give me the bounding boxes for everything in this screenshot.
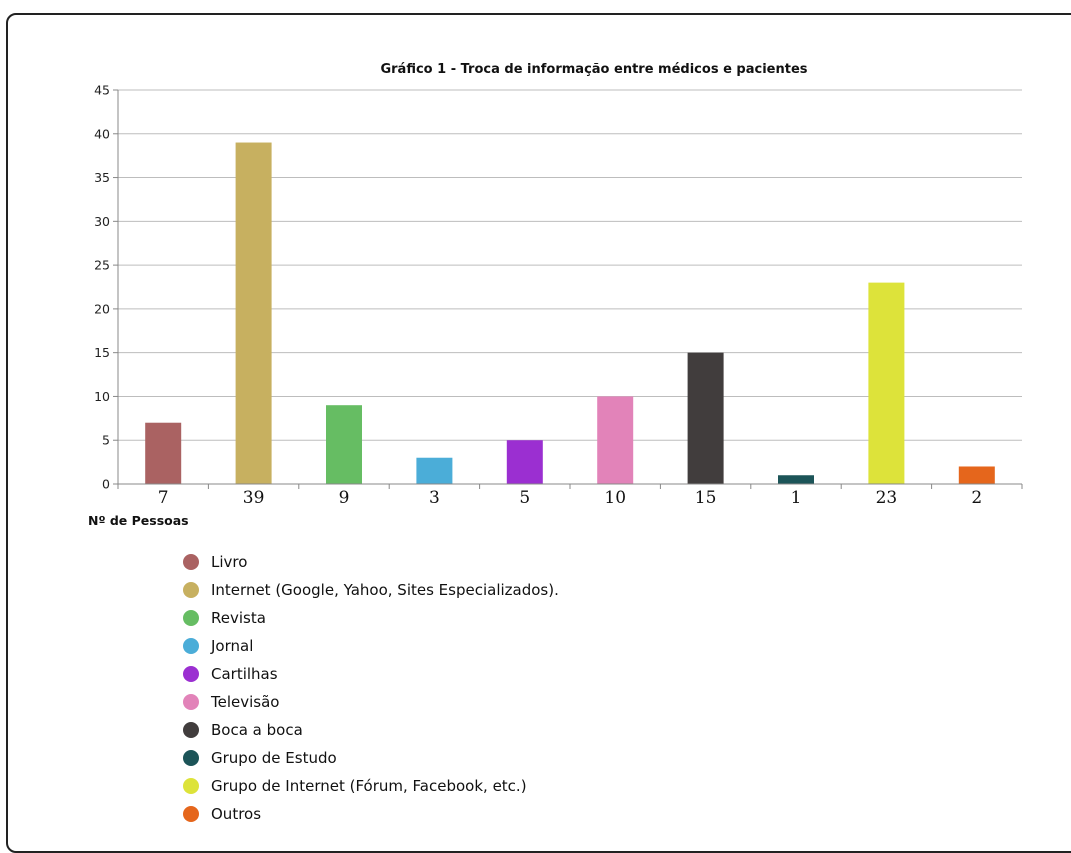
legend-swatch [183, 666, 199, 682]
legend-item: Boca a boca [183, 716, 559, 744]
bar [687, 352, 724, 484]
bar [145, 422, 182, 484]
y-tick-label: 15 [94, 345, 110, 360]
x-tick-label: 9 [339, 488, 350, 508]
bar [958, 466, 995, 484]
bar-chart: Gráfico 1 - Troca de informação entre mé… [88, 62, 1023, 528]
x-tick-label: 7 [158, 488, 169, 508]
x-axis-ticks: 7 39 9 3 5 10 15 1 23 2 [117, 484, 1023, 508]
legend-item: Jornal [183, 632, 559, 660]
legend-swatch [183, 750, 199, 766]
legend-label: Boca a boca [211, 721, 303, 739]
x-tick-label: 10 [604, 488, 626, 508]
legend-label: Televisão [211, 693, 280, 711]
legend-swatch [183, 778, 199, 794]
legend-item: Televisão [183, 688, 559, 716]
legend-label: Revista [211, 609, 266, 627]
legend-label: Livro [211, 553, 248, 571]
chart-title: Gráfico 1 - Troca de informação entre mé… [380, 62, 807, 77]
bar [235, 142, 272, 485]
legend-label: Jornal [211, 637, 254, 655]
bar [506, 440, 543, 484]
legend-swatch [183, 638, 199, 654]
x-tick-label: 15 [695, 488, 717, 508]
y-tick-label: 0 [102, 477, 110, 492]
legend-item: Grupo de Estudo [183, 744, 559, 772]
y-tick-label: 5 [102, 433, 110, 448]
legend-label: Grupo de Internet (Fórum, Facebook, etc.… [211, 777, 527, 795]
y-tick-label: 10 [94, 389, 110, 404]
bar [326, 405, 362, 484]
x-tick-label: 23 [876, 488, 898, 508]
legend-swatch [183, 806, 199, 822]
x-tick-label: 3 [429, 488, 440, 508]
legend-label: Outros [211, 805, 262, 823]
bars [145, 142, 995, 485]
y-axis-ticks: 0 5 10 15 20 25 30 35 40 45 [94, 83, 118, 492]
legend-item: Cartilhas [183, 660, 559, 688]
bar [778, 475, 814, 484]
y-tick-label: 25 [94, 258, 110, 273]
x-axis-label: Nº de Pessoas [88, 513, 189, 528]
legend-item: Grupo de Internet (Fórum, Facebook, etc.… [183, 772, 559, 800]
bar [597, 396, 634, 484]
y-tick-label: 30 [94, 214, 110, 229]
legend-item: Livro [183, 548, 559, 576]
legend-swatch [183, 722, 199, 738]
legend-swatch [183, 610, 199, 626]
x-tick-label: 2 [971, 488, 982, 508]
legend-swatch [183, 554, 199, 570]
x-tick-label: 39 [243, 488, 265, 508]
bar [416, 457, 453, 484]
legend: Livro Internet (Google, Yahoo, Sites Espe… [183, 548, 559, 828]
legend-label: Cartilhas [211, 665, 278, 683]
legend-swatch [183, 582, 199, 598]
x-tick-label: 5 [519, 488, 530, 508]
legend-label: Grupo de Estudo [211, 749, 337, 767]
legend-item: Outros [183, 800, 559, 828]
legend-item: Internet (Google, Yahoo, Sites Especiali… [183, 576, 559, 604]
bar [868, 282, 905, 484]
y-tick-label: 35 [94, 170, 110, 185]
y-tick-label: 40 [94, 126, 110, 141]
x-tick-label: 1 [791, 488, 802, 508]
legend-swatch [183, 694, 199, 710]
y-tick-label: 45 [94, 83, 110, 98]
legend-item: Revista [183, 604, 559, 632]
y-tick-label: 20 [94, 301, 110, 316]
legend-label: Internet (Google, Yahoo, Sites Especiali… [211, 581, 559, 599]
